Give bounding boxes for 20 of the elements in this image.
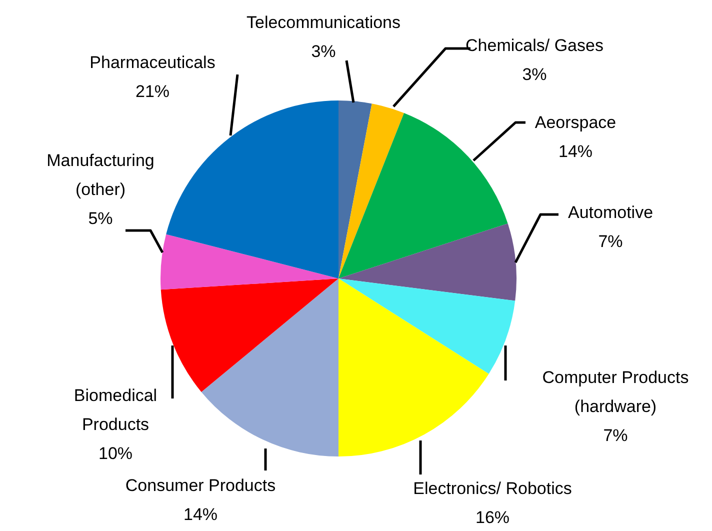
slice-label: Electronics/ Robotics bbox=[413, 479, 572, 498]
slice-label: Manufacturing (other) bbox=[46, 151, 154, 199]
data-label: 7% bbox=[598, 232, 623, 251]
slice-label: Automotive bbox=[568, 203, 654, 222]
slice-label: Pharmaceuticals bbox=[90, 53, 216, 72]
data-label: 16% bbox=[475, 508, 510, 527]
data-label: 14% bbox=[558, 142, 593, 161]
slice-label: Aeorspace bbox=[534, 113, 616, 132]
data-label: 14% bbox=[183, 505, 218, 524]
slice-label: Chemicals/ Gases bbox=[466, 36, 604, 55]
slice-label: Computer Products (hardware) bbox=[542, 368, 689, 416]
data-label: 7% bbox=[603, 426, 628, 445]
data-label: 10% bbox=[98, 444, 133, 463]
data-label: 3% bbox=[522, 65, 547, 84]
data-label: 3% bbox=[311, 42, 336, 61]
data-label: 21% bbox=[135, 82, 170, 101]
slice-label: Consumer Products bbox=[125, 476, 276, 495]
slice-label: Telecommunications bbox=[246, 13, 401, 32]
data-label: 5% bbox=[88, 209, 113, 228]
slice-label: Biomedical Products bbox=[74, 386, 158, 434]
